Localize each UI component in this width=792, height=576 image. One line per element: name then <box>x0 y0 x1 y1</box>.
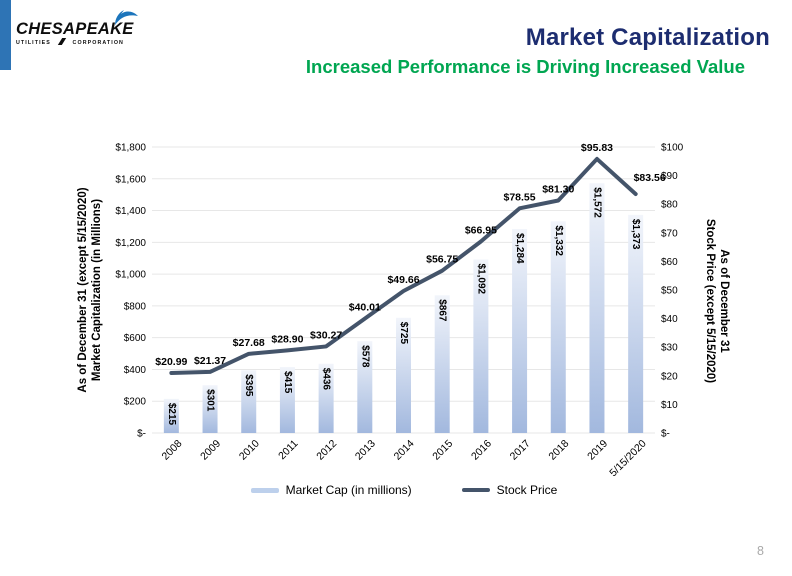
bar-2018 <box>550 221 566 433</box>
bar-value-label: $1,284 <box>514 233 525 264</box>
x-axis-label: 2009 <box>198 438 223 463</box>
bar-2016 <box>473 259 489 433</box>
bar-value-label: $215 <box>166 403 177 426</box>
left-axis-tick: $200 <box>124 397 147 408</box>
logo-subtext-left: UTILITIES <box>16 40 51 46</box>
right-axis-tick: $70 <box>661 228 678 239</box>
x-axis-label: 5/15/2020 <box>607 438 649 480</box>
right-axis-tick: $- <box>661 429 670 440</box>
bar-2008 <box>163 398 179 433</box>
x-axis-label: 2013 <box>353 438 378 463</box>
right-axis-tick: $50 <box>661 286 678 297</box>
left-axis-tick: $1,200 <box>115 238 146 249</box>
line-value-label: $78.55 <box>504 191 536 203</box>
left-axis-tick: $600 <box>124 333 147 344</box>
bar-value-label: $415 <box>282 371 293 394</box>
right-axis-title: As of December 31 Stock Price (except 5/… <box>702 166 730 436</box>
left-axis-title-line1: As of December 31 (except 5/15/2020) <box>77 187 89 393</box>
line-value-label: $27.68 <box>233 337 265 349</box>
right-axis-title-line2: Stock Price (except 5/15/2020) <box>704 218 717 384</box>
legend-item-stock-price: Stock Price <box>461 483 558 497</box>
line-value-label: $49.66 <box>387 274 419 286</box>
left-axis-tick: $800 <box>124 301 147 312</box>
bar-2010 <box>241 370 257 433</box>
line-value-label: $56.75 <box>426 254 458 266</box>
x-axis-label: 2008 <box>159 438 184 463</box>
right-axis-tick: $10 <box>661 400 678 411</box>
bar-value-label: $578 <box>359 345 370 368</box>
bar-5/15/2020 <box>628 214 644 433</box>
bar-value-label: $301 <box>205 389 216 412</box>
line-value-label: $81.30 <box>542 183 574 195</box>
bar-value-label: $1,373 <box>630 219 641 250</box>
bar-2013 <box>357 341 373 433</box>
bar-2009 <box>202 385 218 433</box>
right-axis-tick: $80 <box>661 200 678 211</box>
logo-subtext-right: CORPORATION <box>72 40 124 46</box>
right-axis-tick: $30 <box>661 343 678 354</box>
line-value-label: $83.56 <box>634 172 666 184</box>
x-axis-label: 2012 <box>314 438 339 463</box>
bar-value-label: $1,092 <box>475 263 486 294</box>
logo-brand-text: CHESAPEAKE <box>16 20 134 38</box>
line-value-label: $66.95 <box>465 225 497 237</box>
bar-value-label: $436 <box>321 368 332 391</box>
x-axis-label: 2016 <box>469 438 494 463</box>
line-value-label: $20.99 <box>155 356 187 368</box>
x-axis-label: 2018 <box>546 438 571 463</box>
left-axis-tick: $1,800 <box>115 143 146 154</box>
left-axis-tick: $1,000 <box>115 270 146 281</box>
legend-market-cap-label: Market Cap (in millions) <box>285 483 412 497</box>
right-axis-tick: $90 <box>661 171 678 182</box>
market-cap-combo-chart: $- $200 $400 $600 $800 $1,000 $1,200 $1,400 $1,6… <box>115 142 684 480</box>
left-axis-tick: $400 <box>124 365 147 376</box>
bar-2015 <box>434 295 450 433</box>
market-cap-swatch-icon <box>250 487 279 493</box>
bar-2019 <box>589 183 605 433</box>
legend-stock-price-label: Stock Price <box>496 483 558 497</box>
x-axis-label: 2017 <box>508 438 533 463</box>
slide-header: Market Capitalization Increased Performa… <box>306 24 770 78</box>
line-value-label: $40.01 <box>349 302 381 314</box>
chart-legend: Market Cap (in millions) Stock Price <box>104 483 704 497</box>
line-value-label: $30.27 <box>310 329 342 341</box>
right-axis-title-line1: As of December 31 <box>718 249 730 353</box>
bar-value-label: $1,332 <box>553 225 564 256</box>
bar-value-label: $1,572 <box>591 187 602 218</box>
page-number: 8 <box>757 544 764 558</box>
left-axis-tick: $- <box>137 429 146 440</box>
stock-price-swatch-icon <box>461 488 490 492</box>
left-axis-tick: $1,600 <box>115 174 146 185</box>
bar-2014 <box>396 317 411 433</box>
line-value-label: $21.37 <box>194 355 226 367</box>
x-axis-label: 2014 <box>392 438 417 463</box>
left-axis-tick: $1,400 <box>115 206 146 217</box>
stock-price-line <box>169 156 638 375</box>
slide-title: Market Capitalization <box>525 24 770 51</box>
chesapeake-logo: CHESAPEAKE UTILITIES CORPORATION <box>16 10 138 46</box>
osprey-bird-icon <box>115 10 138 25</box>
line-value-label: $95.83 <box>581 142 613 154</box>
right-axis-tick: $20 <box>661 371 678 382</box>
bar-2011 <box>279 367 295 433</box>
x-axis-label: 2019 <box>585 438 610 463</box>
bar-value-label: $395 <box>243 374 254 397</box>
right-axis-tick: $100 <box>661 143 684 154</box>
bar-value-label: $725 <box>398 322 409 345</box>
bar-2012 <box>318 363 334 433</box>
x-axis-label: 2011 <box>276 438 301 463</box>
slide-subtitle: Increased Performance is Driving Increas… <box>305 56 745 77</box>
legend-item-market-cap: Market Cap (in millions) <box>250 483 412 497</box>
x-axis-label: 2015 <box>430 438 455 463</box>
x-axis-label: 2010 <box>237 438 262 463</box>
right-axis-tick: $60 <box>661 257 678 268</box>
left-accent-bar <box>0 0 11 70</box>
bar-2017 <box>512 228 528 433</box>
logo-subtext: UTILITIES CORPORATION <box>16 37 124 46</box>
bar-value-label: $867 <box>437 299 448 322</box>
line-value-label: $28.90 <box>271 333 303 345</box>
right-axis-tick: $40 <box>661 314 678 325</box>
